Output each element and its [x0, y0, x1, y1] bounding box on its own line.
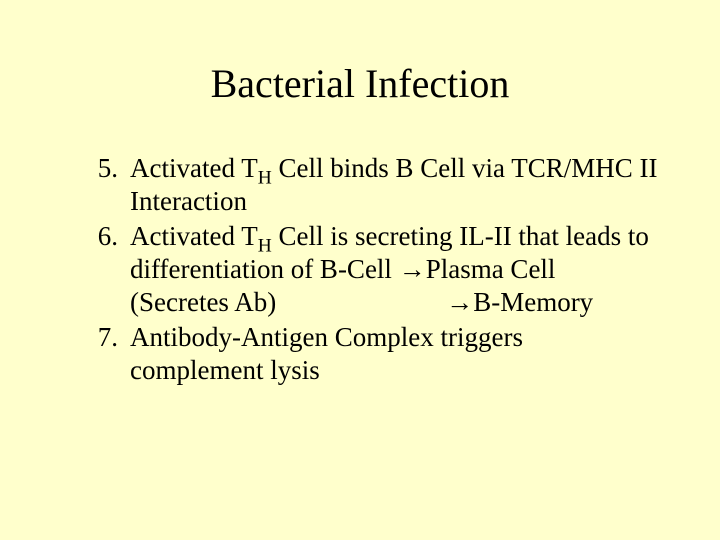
slide: Bacterial Infection Activated TH Cell bi… [0, 0, 720, 540]
subscript: H [258, 167, 272, 188]
numbered-list: Activated TH Cell binds B Cell via TCR/M… [60, 152, 660, 387]
text-fragment: Activated T [130, 221, 258, 251]
arrow-icon: → [446, 287, 473, 317]
list-item: Activated TH Cell binds B Cell via TCR/M… [130, 152, 660, 218]
slide-title: Bacterial Infection [60, 60, 660, 107]
list-item: Antibody-Antigen Complex triggers comple… [130, 321, 660, 387]
arrow-icon: → [399, 254, 426, 284]
text-fragment: B-Memory [473, 287, 593, 317]
text-fragment: Antibody-Antigen Complex triggers comple… [130, 322, 523, 385]
list-item: Activated TH Cell is secreting IL-II tha… [130, 220, 660, 319]
text-fragment: Activated T [130, 153, 258, 183]
